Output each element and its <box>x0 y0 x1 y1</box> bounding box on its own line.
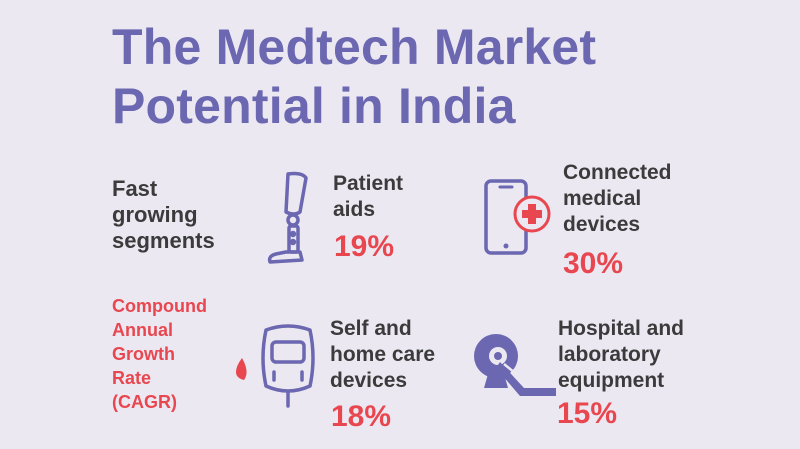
segment-label-line: Connected <box>563 161 672 184</box>
ct-scanner-icon <box>474 334 556 396</box>
title-line-1: The Medtech Market <box>112 19 597 75</box>
percent-patient-aids: 19% <box>334 230 395 263</box>
cagr-label: Compound Annual Growth Rate (CAGR) <box>112 294 207 414</box>
fast-growing-line-2: growing <box>112 202 198 227</box>
fast-growing-line-3: segments <box>112 228 215 253</box>
fast-growing-label: Fast growing segments <box>112 176 215 254</box>
segment-label-connected-devices: Connected medical devices <box>563 160 672 238</box>
smartphone-medical-cross-icon <box>484 179 551 255</box>
segment-label-home-care: Self and home care devices <box>330 316 435 394</box>
cagr-line-4: Rate <box>112 368 152 388</box>
segment-label-hospital-equipment: Hospital and laboratory equipment <box>558 316 684 394</box>
percent-hospital-equipment: 15% <box>557 397 618 430</box>
segment-label-line: laboratory <box>558 343 661 366</box>
blood-drop-icon <box>236 358 247 380</box>
segment-label-line: devices <box>563 213 641 236</box>
segment-label-line: Patient <box>333 172 404 195</box>
page-title: The Medtech Market Potential in India <box>112 18 752 136</box>
glucose-meter-icon <box>236 324 315 408</box>
cagr-line-1: Compound <box>112 296 207 316</box>
segment-label-patient-aids: Patient aids <box>333 171 403 223</box>
percent-home-care: 18% <box>331 400 392 433</box>
fast-growing-line-1: Fast <box>112 176 158 201</box>
cagr-line-5: (CAGR) <box>112 392 177 412</box>
percent-connected-devices: 30% <box>563 247 624 280</box>
segment-label-line: aids <box>333 198 376 221</box>
cagr-line-2: Annual <box>112 320 173 340</box>
cagr-line-3: Growth <box>112 344 175 364</box>
prosthetic-leg-icon <box>267 171 308 264</box>
segment-label-line: medical <box>563 187 642 210</box>
segment-label-line: Hospital and <box>558 317 685 340</box>
title-line-2: Potential in India <box>112 78 516 134</box>
segment-label-line: devices <box>330 369 408 392</box>
segment-label-line: home care <box>330 343 436 366</box>
segment-label-line: Self and <box>330 317 412 340</box>
segment-label-line: equipment <box>558 369 665 392</box>
